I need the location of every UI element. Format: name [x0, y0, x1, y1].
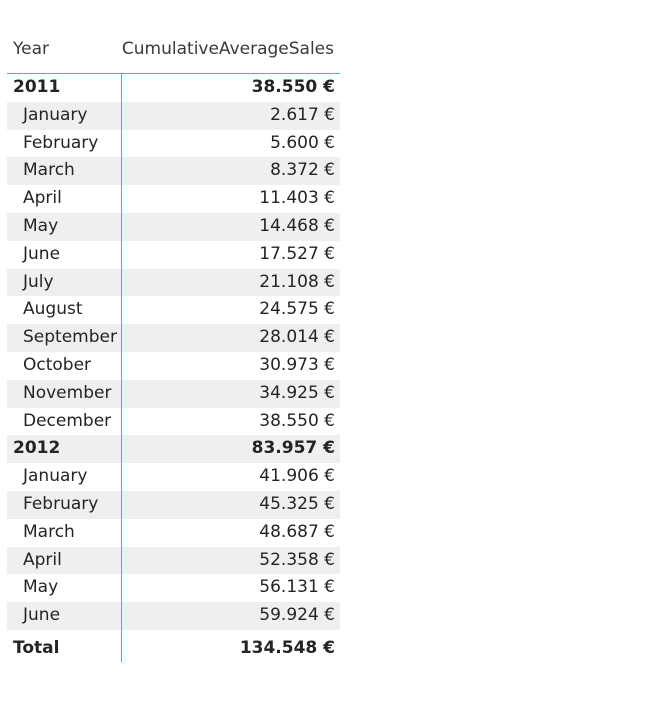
year-label: 2012 — [13, 438, 61, 459]
month-label: December — [23, 410, 112, 431]
month-row[interactable]: March 48.687 € — [7, 519, 340, 547]
month-row[interactable]: February 45.325 € — [7, 490, 340, 519]
month-value: 59.924 € — [259, 605, 335, 626]
month-label: March — [23, 521, 75, 542]
month-row[interactable]: April 52.358 € — [7, 546, 340, 575]
column-header-cumulative-average-sales[interactable]: CumulativeAverageSales — [121, 39, 334, 59]
year-row[interactable]: 2012 83.957 € — [7, 435, 340, 464]
month-row[interactable]: April 11.403 € — [7, 185, 340, 213]
month-label: July — [23, 271, 54, 292]
month-label: January — [23, 104, 88, 125]
month-row[interactable]: July 21.108 € — [7, 268, 340, 297]
month-row[interactable]: August 24.575 € — [7, 296, 340, 324]
month-row[interactable]: November 34.925 € — [7, 379, 340, 408]
month-row[interactable]: January 41.906 € — [7, 463, 340, 491]
month-label: May — [23, 577, 59, 598]
month-label: January — [23, 466, 88, 487]
month-label: June — [23, 243, 61, 264]
matrix-table: Year CumulativeAverageSales 2011 38.550 €… — [7, 33, 340, 664]
month-value: 8.372 € — [270, 160, 335, 181]
total-label: Total — [13, 637, 60, 658]
month-value: 2.617 € — [270, 104, 335, 125]
month-row[interactable]: May 14.468 € — [7, 212, 340, 241]
month-value: 21.108 € — [259, 271, 335, 292]
month-row[interactable]: June 59.924 € — [7, 602, 340, 630]
month-label: March — [23, 160, 75, 181]
total-value: 134.548 € — [239, 637, 335, 658]
month-value: 14.468 € — [259, 215, 335, 236]
month-value: 56.131 € — [259, 577, 335, 598]
month-value: 24.575 € — [259, 299, 335, 320]
month-value: 41.906 € — [259, 466, 335, 487]
month-row[interactable]: January 2.617 € — [7, 101, 340, 130]
month-label: February — [23, 493, 99, 514]
month-value: 34.925 € — [259, 382, 335, 403]
total-row: Total 134.548 € — [7, 632, 340, 664]
month-row[interactable]: October 30.973 € — [7, 352, 340, 380]
year-row[interactable]: 2011 38.550 € — [7, 74, 340, 102]
month-label: April — [23, 549, 62, 570]
year-label: 2011 — [13, 77, 61, 97]
month-label: February — [23, 132, 99, 153]
month-label: June — [23, 605, 61, 626]
month-row[interactable]: February 5.600 € — [7, 130, 340, 158]
month-value: 30.973 € — [259, 354, 335, 375]
table-body: 2011 38.550 € January 2.617 € February 5.600 … — [7, 74, 340, 630]
month-value: 17.527 € — [259, 243, 335, 264]
month-label: August — [23, 299, 83, 320]
month-label: April — [23, 188, 62, 209]
month-row[interactable]: March 8.372 € — [7, 157, 340, 186]
month-value: 5.600 € — [270, 132, 335, 153]
month-row[interactable]: May 56.131 € — [7, 574, 340, 602]
column-header-year[interactable]: Year — [13, 39, 49, 59]
table-header: Year CumulativeAverageSales — [7, 33, 340, 74]
month-label: May — [23, 215, 59, 236]
month-value: 11.403 € — [259, 188, 335, 209]
year-value: 83.957 € — [251, 438, 335, 459]
month-value: 38.550 € — [259, 410, 335, 431]
month-row[interactable]: September 28.014 € — [7, 324, 340, 352]
month-row[interactable]: December 38.550 € — [7, 408, 340, 436]
month-value: 52.358 € — [259, 549, 335, 570]
month-label: October — [23, 354, 92, 375]
column-divider — [121, 74, 122, 662]
year-value: 38.550 € — [251, 77, 335, 97]
month-value: 48.687 € — [259, 521, 335, 542]
month-label: September — [23, 327, 117, 348]
month-value: 28.014 € — [259, 327, 335, 348]
month-label: November — [23, 382, 112, 403]
month-row[interactable]: June 17.527 € — [7, 241, 340, 269]
month-value: 45.325 € — [259, 493, 335, 514]
